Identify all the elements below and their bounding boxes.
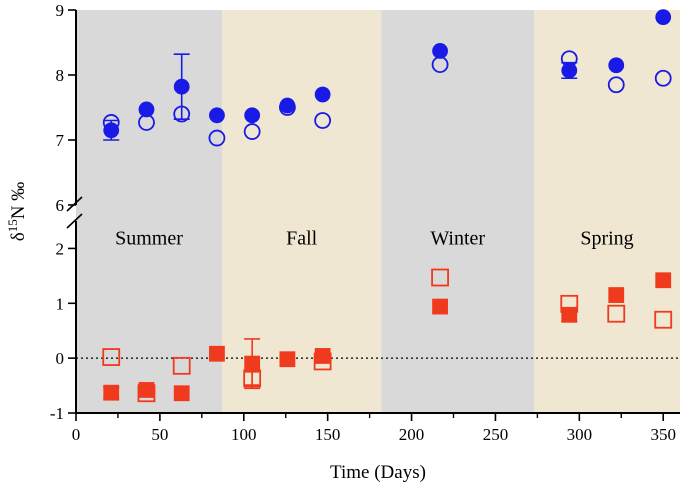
red-filled-square-point <box>279 351 296 368</box>
blue-open-circle-point <box>654 69 672 87</box>
error-bar <box>244 371 261 386</box>
x-tick-label: 100 <box>231 425 257 444</box>
data-markers <box>102 9 673 403</box>
blue-open-circle-point <box>607 76 625 94</box>
red-open-square-point <box>654 310 673 329</box>
red-filled-square-point <box>103 384 120 401</box>
blue-open-circle-point <box>278 99 296 116</box>
season-label-fall: Fall <box>286 227 318 249</box>
y-tick-label: 2 <box>56 239 65 258</box>
season-band-spring <box>534 10 680 413</box>
x-tick-label: 150 <box>315 425 341 444</box>
blue-filled-circle-point <box>244 107 261 124</box>
red-filled-square-point <box>209 345 225 362</box>
red-filled-square-point <box>608 287 625 303</box>
blue-filled-circle-point <box>432 43 448 59</box>
red-filled-square-point <box>561 306 578 323</box>
red-filled-square-point <box>314 348 331 364</box>
red-filled-square-point <box>432 298 448 315</box>
y-tick-label: -1 <box>50 404 64 423</box>
x-tick-label: 350 <box>650 425 676 444</box>
season-label-spring: Spring <box>580 227 633 249</box>
y-tick-label: 9 <box>56 1 65 20</box>
season-bands <box>76 10 680 413</box>
y-tick-label: 8 <box>56 66 65 85</box>
blue-open-circle-point <box>208 129 226 147</box>
y-axis-label-sup: 15 <box>5 219 20 232</box>
y-tick-label: 6 <box>56 196 65 215</box>
blue-filled-circle-point <box>561 62 578 79</box>
blue-filled-circle-point <box>173 78 190 95</box>
season-label-winter: Winter <box>430 227 485 249</box>
y-axis-label-rest: N ‰ <box>8 182 29 219</box>
red-open-square-point <box>313 352 332 371</box>
red-open-square-point <box>560 294 579 313</box>
x-tick-label: 0 <box>72 425 81 444</box>
y-axis-label-prefix: δ <box>8 232 29 241</box>
y-axis-label: δ15N ‰ <box>5 182 30 241</box>
blue-open-circle-point <box>138 114 155 131</box>
season-band-summer <box>76 10 222 413</box>
red-open-square-point <box>243 369 262 388</box>
season-band-fall <box>221 10 382 413</box>
red-filled-square-point <box>244 355 261 372</box>
blue-open-circle-point <box>431 56 449 73</box>
x-tick-label: 200 <box>399 425 425 444</box>
red-open-square-point <box>102 348 121 366</box>
blue-filled-circle-point <box>138 101 155 118</box>
x-axis-label: Time (Days) <box>330 462 426 483</box>
season-labels: Summer Fall Winter Spring <box>115 227 634 249</box>
red-open-square-point <box>172 356 191 375</box>
red-open-square-point <box>431 268 449 287</box>
blue-filled-circle-point <box>608 57 625 74</box>
y-tick-label: 0 <box>56 349 65 368</box>
red-filled-square-point <box>138 382 155 398</box>
blue-filled-circle-point <box>209 107 225 124</box>
y-tick-label: 1 <box>56 294 65 313</box>
season-label-summer: Summer <box>115 227 183 249</box>
blue-open-circle-point <box>560 50 578 68</box>
blue-filled-circle-point <box>655 9 672 26</box>
red-filled-square-point <box>655 272 672 289</box>
x-tick-label: 300 <box>567 425 593 444</box>
red-open-square-point <box>607 304 626 323</box>
y-tick-label: 7 <box>56 131 65 150</box>
x-tick-label: 250 <box>483 425 509 444</box>
axes: 6 7 8 9 -1 0 1 2 0 50 100 150 200 250 300 350 <box>50 1 680 444</box>
blue-open-circle-point <box>102 114 120 131</box>
red-open-square-point <box>137 384 156 403</box>
season-band-winter <box>381 10 535 413</box>
blue-filled-circle-point <box>314 86 331 103</box>
blue-open-circle-point <box>173 105 191 123</box>
blue-open-circle-point <box>314 112 332 129</box>
x-tick-label: 50 <box>151 425 168 444</box>
axis-break-mark <box>66 196 83 212</box>
axis-break-mark <box>66 213 83 229</box>
red-filled-square-point <box>173 385 190 402</box>
blue-open-circle-point <box>243 123 261 140</box>
